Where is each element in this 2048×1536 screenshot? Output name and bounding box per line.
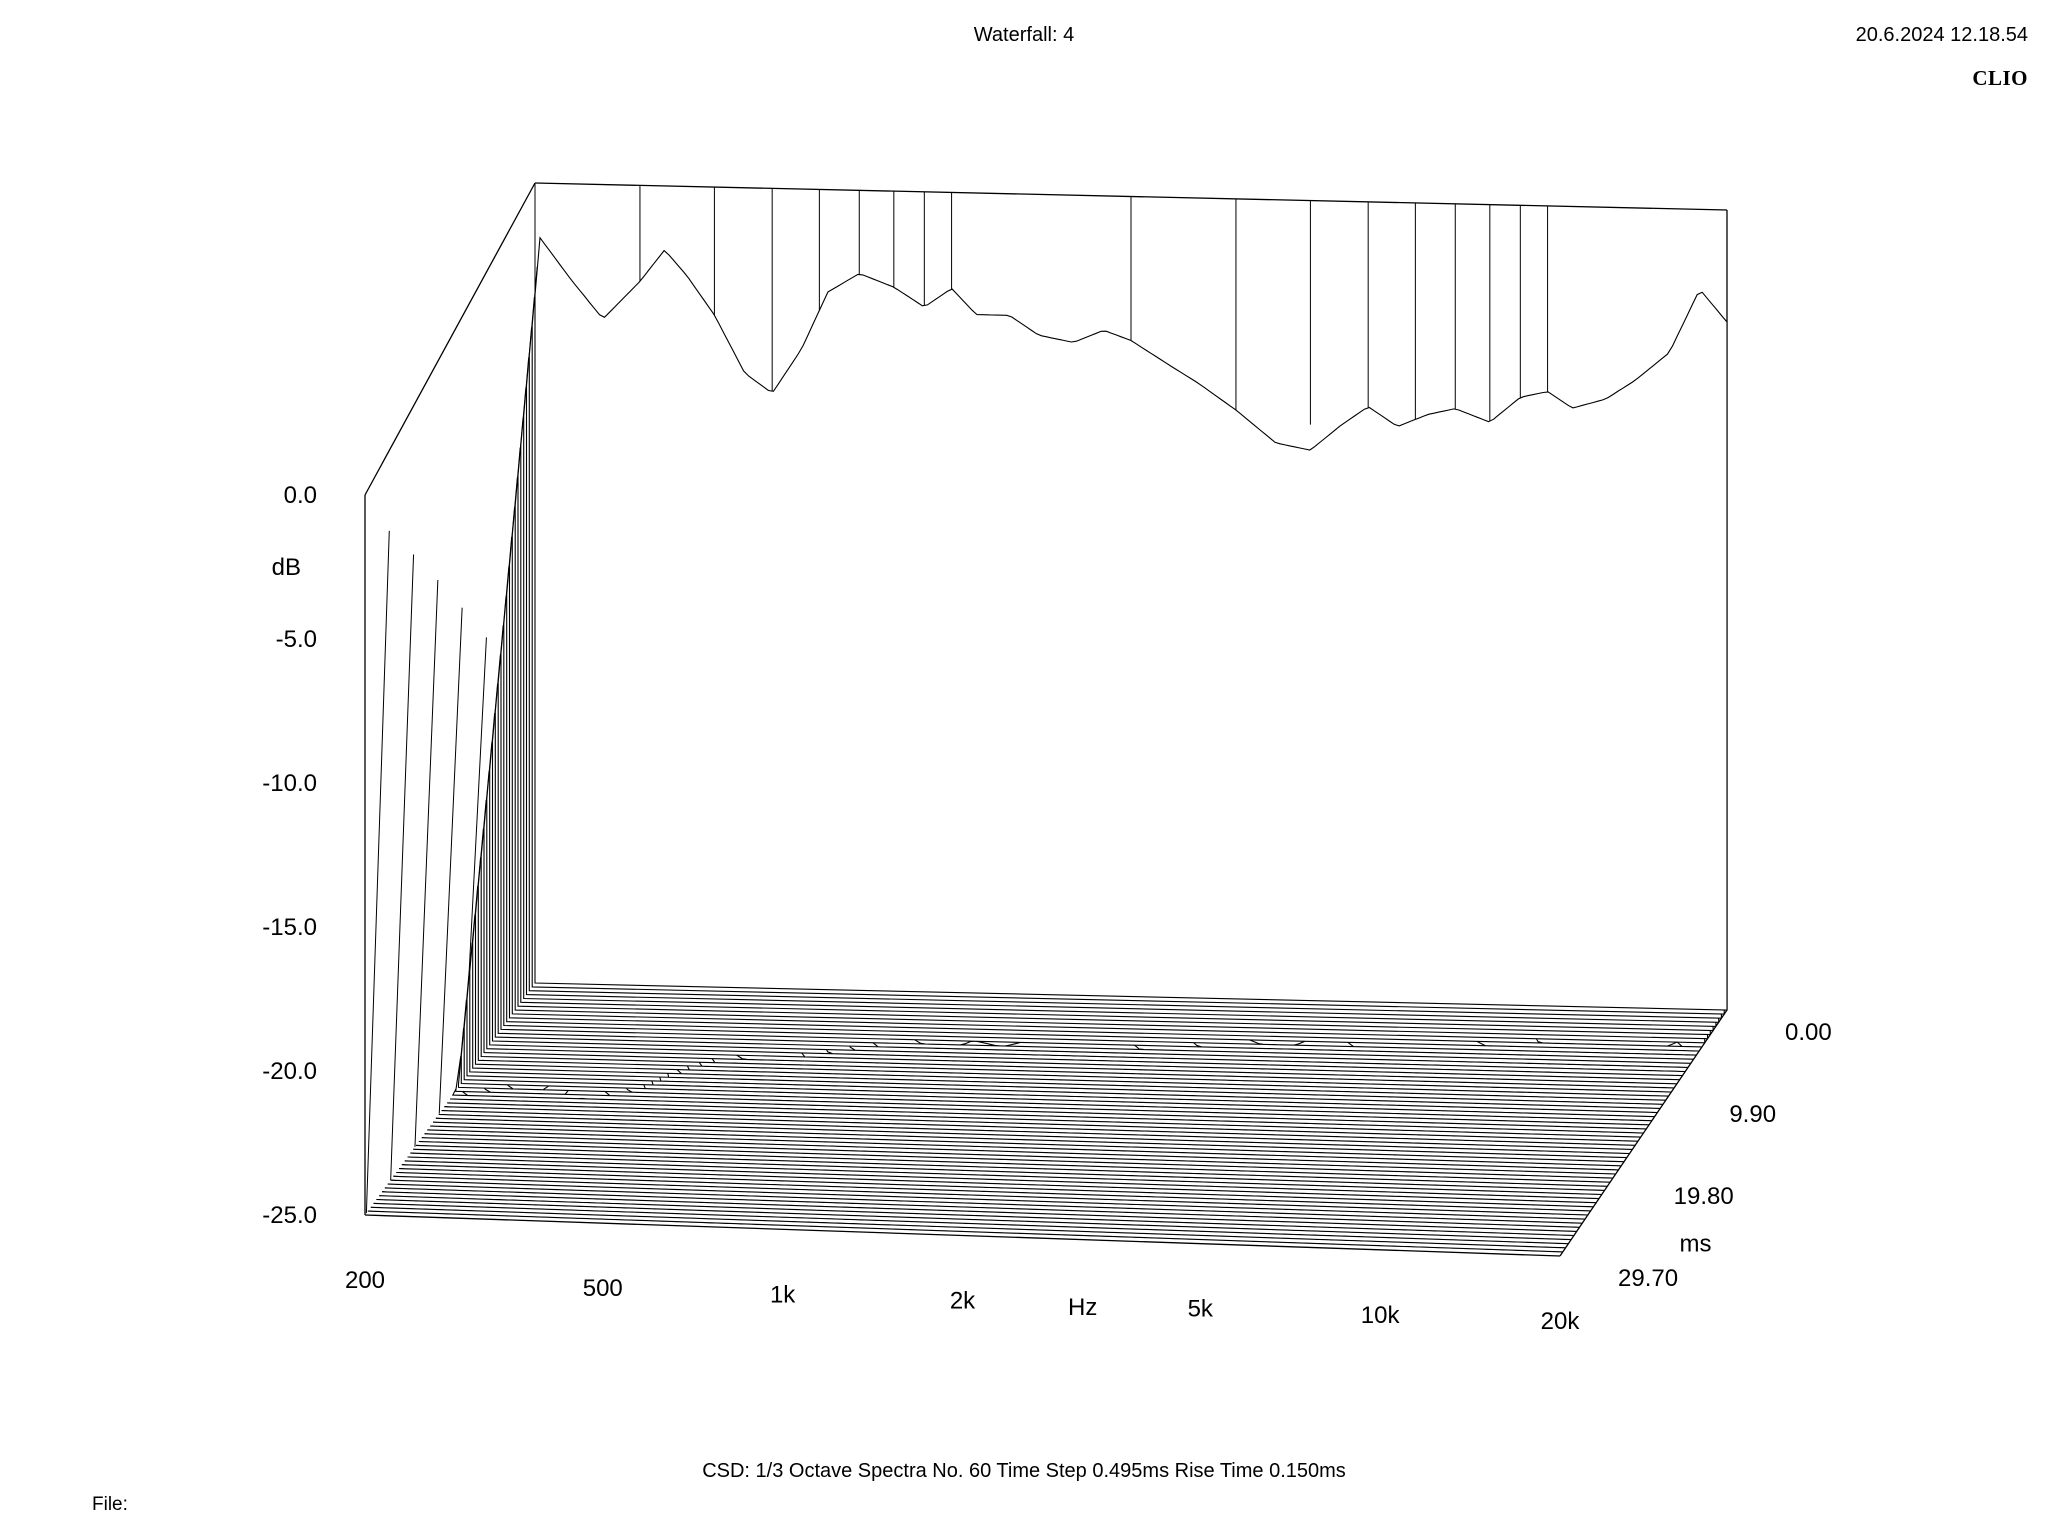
side-wall-gridline <box>390 554 415 1180</box>
z-tick-label: 19.80 <box>1674 1183 1734 1210</box>
y-tick-label: 0.0 <box>284 482 317 509</box>
spectrum-slice <box>534 236 1728 1011</box>
side-wall-gridline <box>438 607 463 1114</box>
spectrum-slice <box>370 1206 1566 1249</box>
spectrum-slice <box>469 914 1664 1105</box>
spectrum-slice <box>415 1144 1611 1183</box>
z-axis-label: ms <box>1680 1230 1712 1257</box>
spectrum-slice <box>401 1164 1597 1204</box>
z-tick-label: 0.00 <box>1785 1019 1832 1046</box>
brand-logo: CLIO <box>1972 66 2028 90</box>
spectrum-slice <box>441 1110 1636 1146</box>
spectrum-slice <box>413 1148 1608 1187</box>
spectrum-slice <box>407 1156 1602 1196</box>
spectrum-slice <box>379 1195 1574 1237</box>
spectrum-slice <box>373 1202 1569 1245</box>
spectrum-slice <box>367 1210 1563 1253</box>
spectrum-slice <box>393 1175 1588 1216</box>
spectrum-slice <box>435 1117 1630 1155</box>
spectrum-slice <box>447 1102 1641 1138</box>
spectrum-slice <box>376 1198 1572 1241</box>
x-tick-label: 20k <box>1541 1308 1581 1335</box>
y-tick-label: -25.0 <box>262 1202 317 1229</box>
y-tick-label: -10.0 <box>262 770 317 797</box>
spectrum-slice <box>410 1152 1605 1191</box>
x-tick-label: 200 <box>345 1267 385 1294</box>
x-tick-label: 500 <box>583 1275 623 1302</box>
x-axis-label: Hz <box>1068 1294 1097 1321</box>
file-label: File: <box>92 1494 128 1515</box>
spectrum-slice <box>404 1160 1600 1200</box>
x-tick-label: 10k <box>1361 1302 1401 1329</box>
spectrum-slice <box>424 1133 1619 1171</box>
spectrum-slice <box>455 1055 1650 1126</box>
spectrum-slice <box>421 1137 1616 1175</box>
spectrum-slice <box>396 1171 1591 1212</box>
spectrum-slice <box>381 1191 1577 1232</box>
spectrum-slice <box>432 1121 1627 1159</box>
side-wall-gridline <box>365 530 390 1214</box>
x-tick-label: 5k <box>1188 1296 1214 1323</box>
z-tick-label: 9.90 <box>1729 1101 1776 1128</box>
spectrum-slice <box>427 1129 1622 1167</box>
spectrum-slice <box>444 1106 1638 1142</box>
spectrum-slice <box>463 971 1658 1114</box>
z-tick-label: 29.70 <box>1618 1265 1678 1292</box>
x-tick-label: 1k <box>770 1281 796 1308</box>
front-base-line <box>364 1214 1561 1257</box>
spectrum-slice <box>384 1187 1580 1228</box>
spectrum-slice <box>387 1183 1583 1224</box>
y-tick-label: -15.0 <box>262 914 317 941</box>
spectrum-slice <box>449 1098 1644 1134</box>
csd-settings: CSD: 1/3 Octave Spectra No. 60 Time Step… <box>702 1460 1346 1482</box>
top-left-edge <box>364 182 536 496</box>
spectrum-slice <box>438 1113 1633 1150</box>
measurement-datetime: 20.6.2024 12.18.54 <box>1855 24 2028 46</box>
spectrum-slice <box>460 999 1655 1118</box>
axis-labels: 0.0 -5.0 -10.0 -15.0 -20.0 -25.0 dB 200 500 1k 2k 5… <box>262 482 1831 1335</box>
spectrum-slice <box>466 942 1661 1109</box>
y-tick-label: -20.0 <box>262 1058 317 1085</box>
y-axis-label: dB <box>272 554 301 581</box>
spectrum-slice <box>430 1125 1625 1163</box>
spectrum-slice <box>390 1179 1586 1220</box>
spectra <box>367 236 1728 1253</box>
chart-title: Waterfall: 4 <box>973 24 1075 46</box>
side-wall-gridline <box>414 580 439 1147</box>
spectrum-slice <box>398 1168 1594 1208</box>
spectrum-slice <box>457 1027 1652 1122</box>
spectrum-slice <box>451 1084 1647 1130</box>
x-tick-label: 2k <box>950 1288 976 1315</box>
y-tick-label: -5.0 <box>276 626 317 653</box>
spectrum-slice <box>418 1140 1613 1179</box>
